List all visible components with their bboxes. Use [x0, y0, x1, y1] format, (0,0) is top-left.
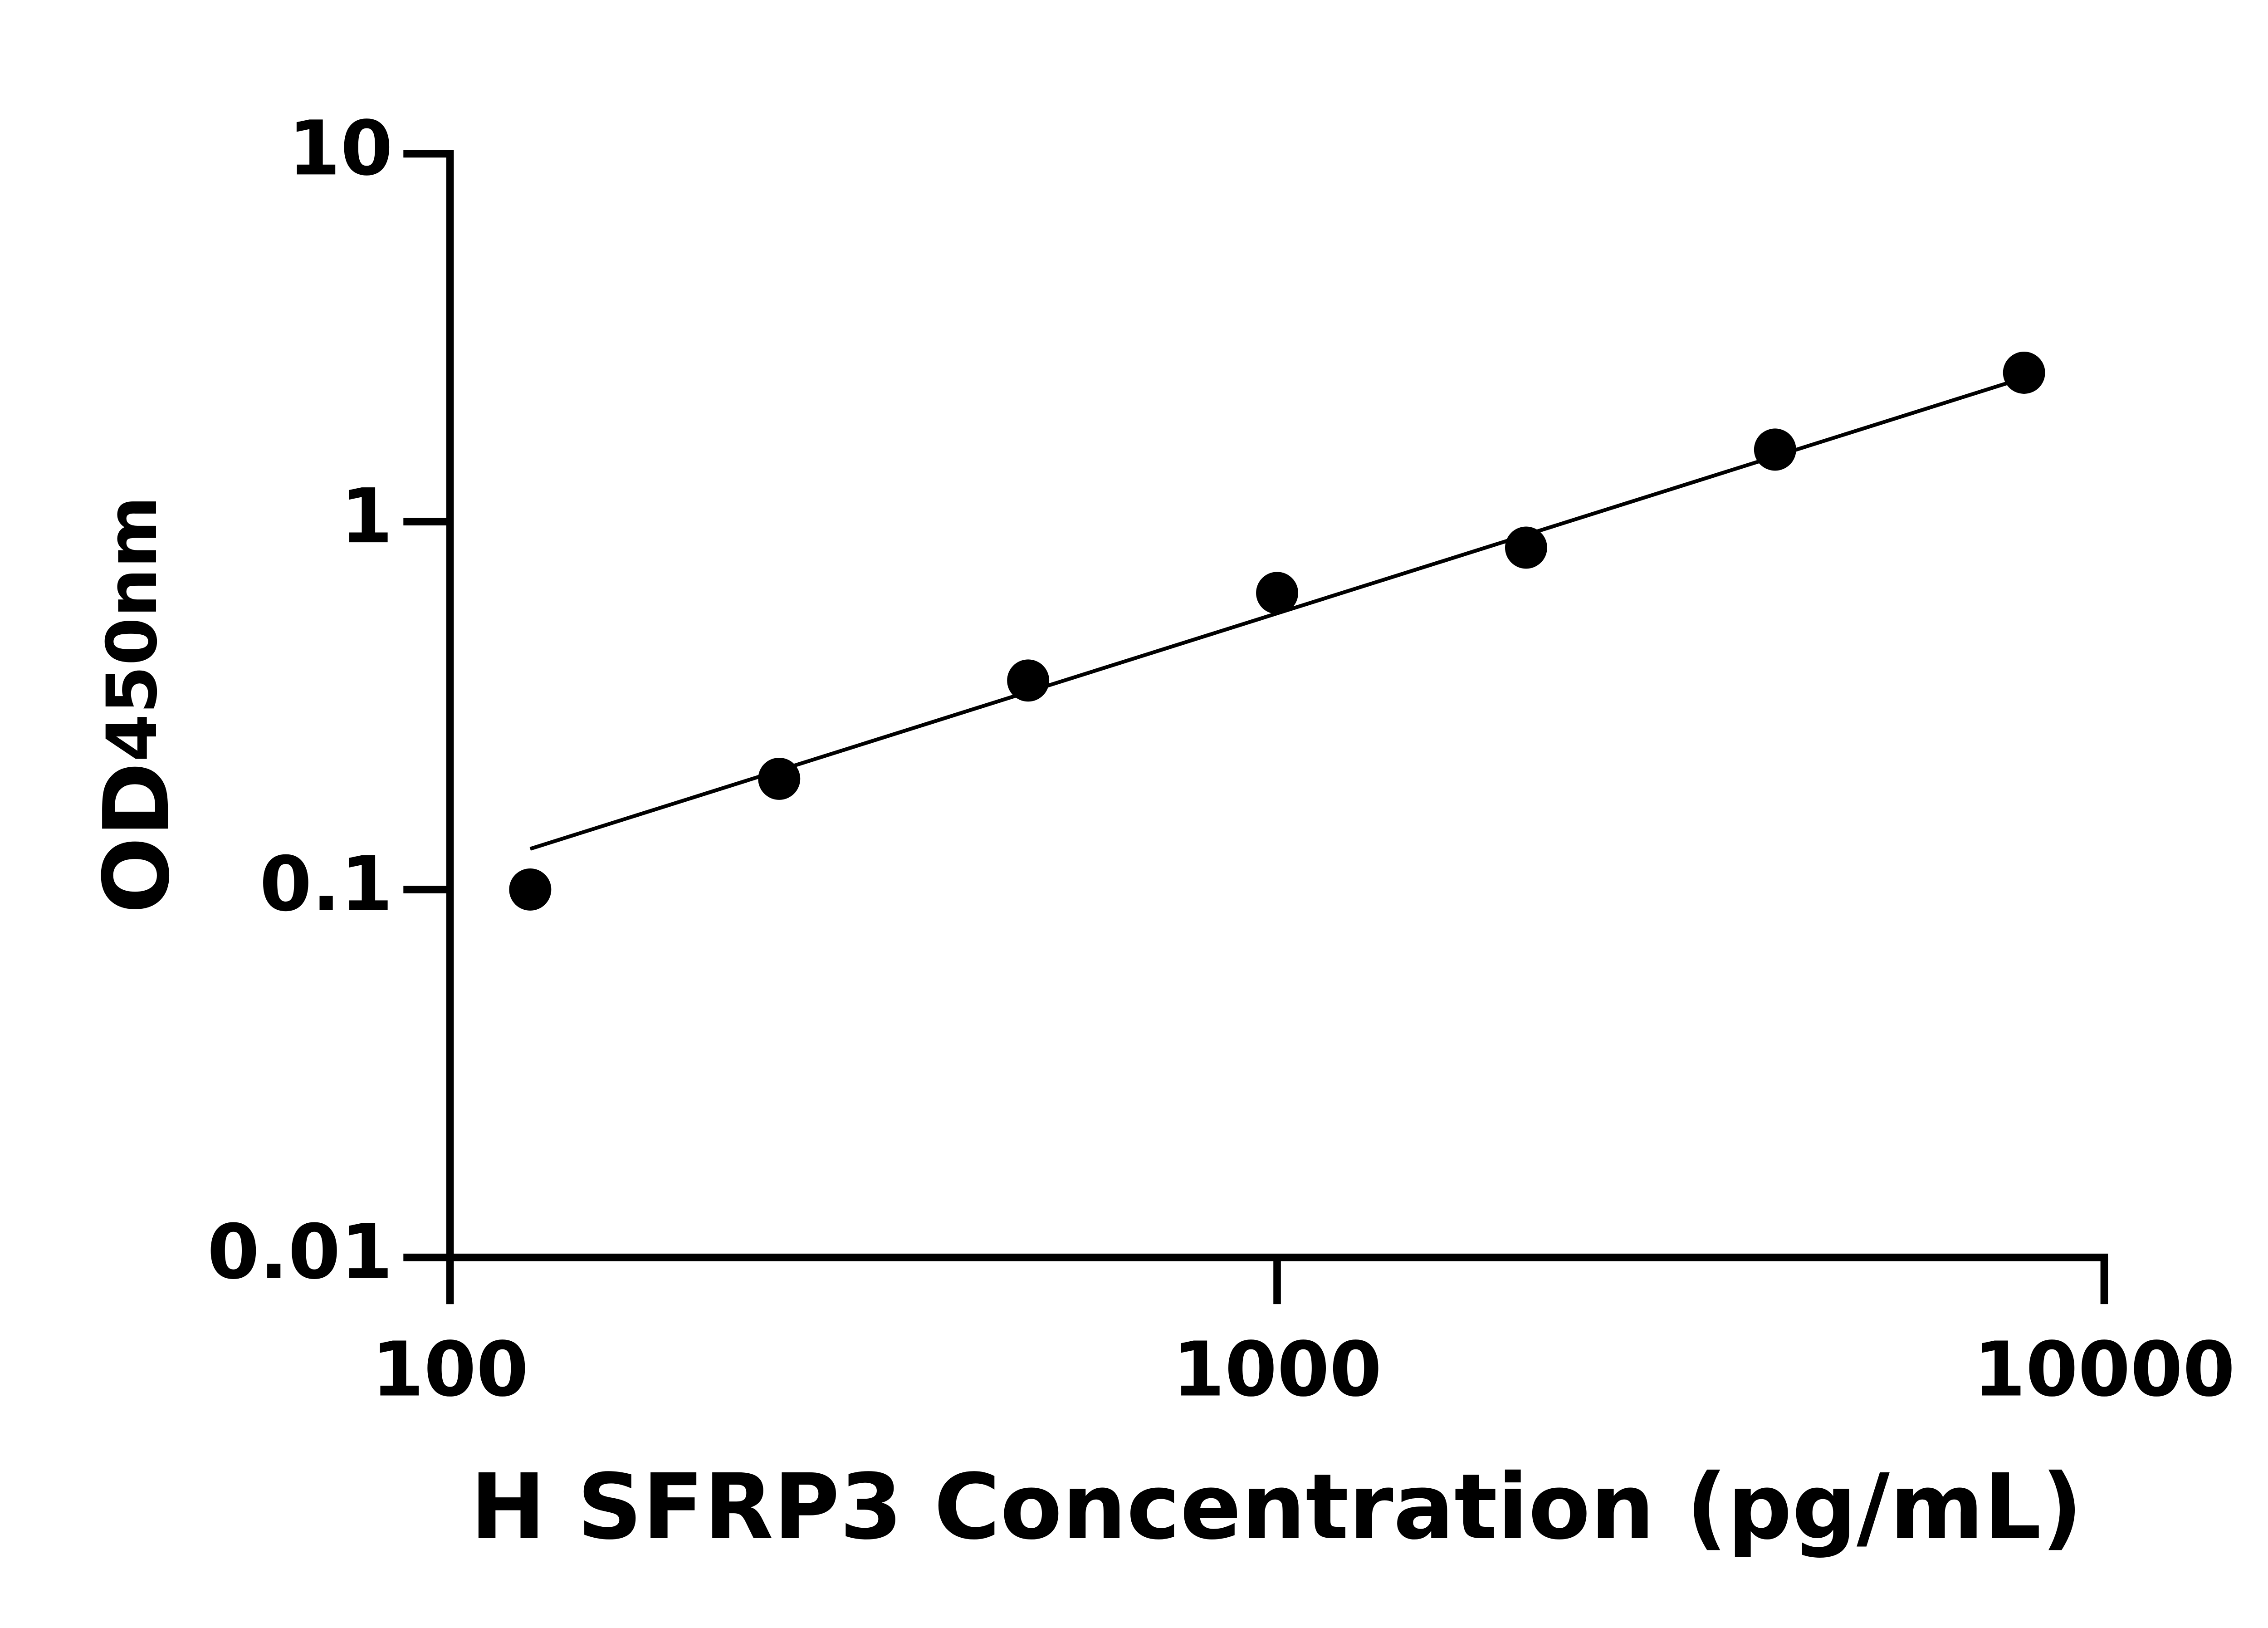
y-tick-label: 10 [288, 105, 393, 192]
data-point [509, 868, 552, 911]
y-axis-label-sub: 450nm [92, 496, 172, 762]
x-axis-label: H SFRP3 Concentration (pg/mL) [470, 1454, 2083, 1559]
y-axis-label: OD450nm [84, 496, 189, 914]
data-point [1505, 526, 1547, 569]
y-tick-label: 0.1 [259, 841, 393, 928]
data-point [1007, 659, 1050, 702]
data-point [1256, 572, 1298, 614]
y-axis-label-main: OD [84, 762, 189, 913]
y-tick-label: 1 [341, 473, 393, 560]
data-point [758, 757, 801, 800]
x-tick-label: 1000 [1173, 1326, 1382, 1413]
x-tick-label: 100 [371, 1326, 528, 1413]
data-point [2003, 352, 2045, 394]
y-tick-label: 0.01 [207, 1209, 393, 1296]
data-point [1754, 428, 1796, 471]
x-tick-label: 10000 [1973, 1326, 2235, 1413]
